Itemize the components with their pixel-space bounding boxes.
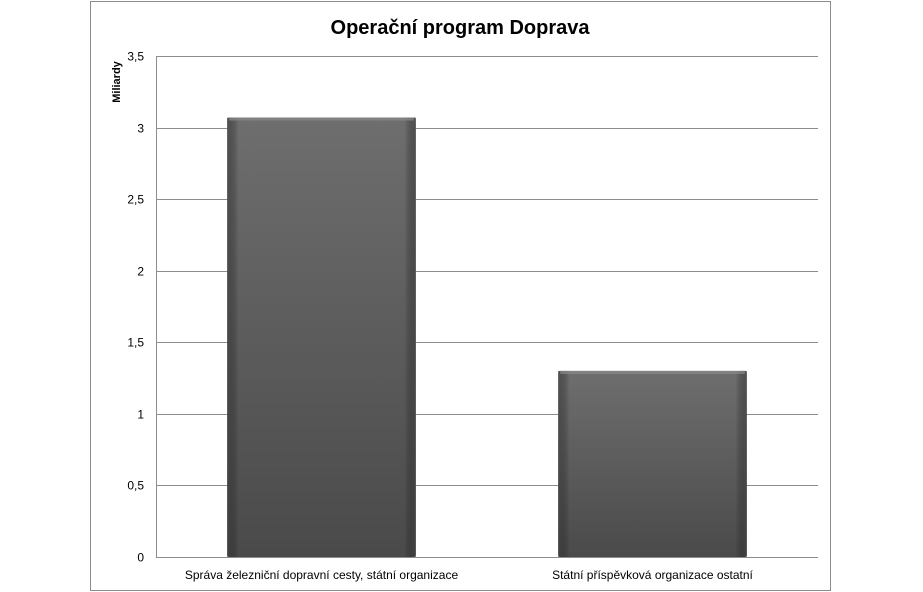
y-tick-label: 3 [137,122,144,136]
y-tick-label: 1,5 [127,336,144,350]
bar-edge-shade [227,117,416,558]
x-category-label: Správa železniční dopravní cesty, státní… [185,568,459,582]
y-tick-label: 0,5 [127,479,144,493]
bar-top-highlight [229,117,414,121]
y-tick-label: 2 [137,265,144,279]
y-tick-labels: 0 0,5 1 1,5 2 2,5 3 3,5 [127,50,144,565]
y-axis-label: Miliardy [111,60,123,102]
x-category-labels: Správa železniční dopravní cesty, státní… [185,568,754,582]
x-category-label: Státní příspěvková organizace ostatní [552,568,753,582]
y-tick-label: 1 [137,408,144,422]
bar-edge-shade [558,370,747,557]
bar-top-highlight [560,370,745,374]
y-tick-label: 0 [137,551,144,565]
bars [227,117,747,558]
y-tick-label: 3,5 [127,50,144,64]
chart-title: Operační program Doprava [331,17,591,39]
y-tick-label: 2,5 [127,193,144,207]
